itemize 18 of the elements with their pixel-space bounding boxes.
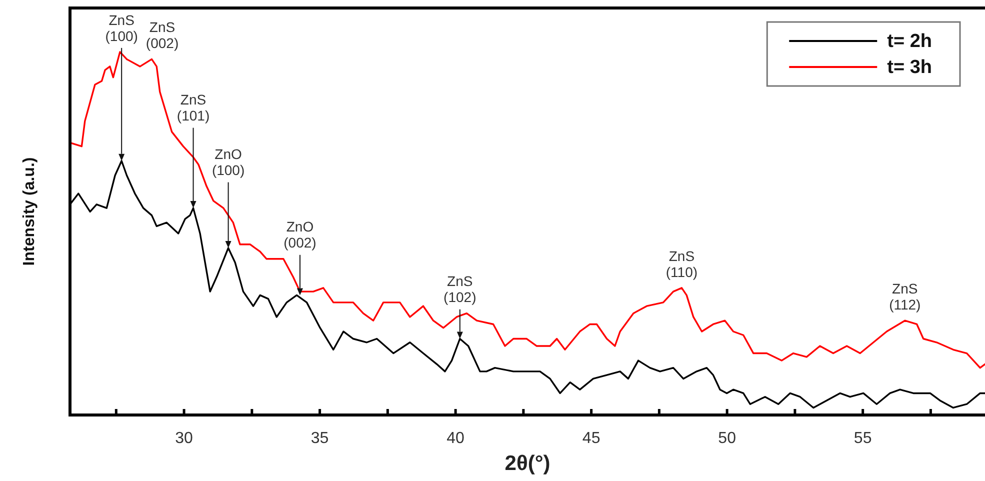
annotation: ZnS (112) [889,280,921,312]
x-tick-label: 55 [854,430,872,448]
annotation: ZnS (110) [666,248,698,280]
y-axis-title: Intensity (a.u.) [21,157,38,266]
annotation: ZnS (102) [444,273,476,306]
annotation: ZnS (101) [176,92,210,124]
annotation: ZnO (100) [212,146,245,178]
x-tick-label: 30 [175,430,194,448]
annotation: ZnS (100) [105,12,138,44]
x-tick-label: 50 [718,430,736,448]
x-axis-title: 2θ(°) [504,452,550,476]
x-tick-label: 40 [446,430,465,448]
legend-label: t= 3h [887,57,932,78]
annotation: ZnO (002) [284,218,316,251]
legend-label: t= 2h [887,31,932,52]
x-tick-label: 45 [582,430,600,448]
annotation: ZnS (002) [146,19,179,52]
x-tick-label: 35 [310,430,329,448]
